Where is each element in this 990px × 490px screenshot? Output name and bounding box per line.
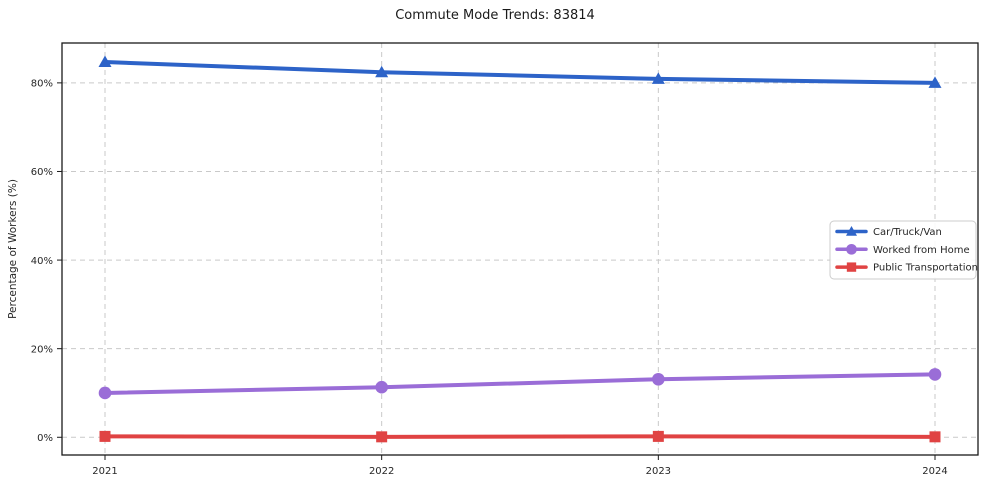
chart-title: Commute Mode Trends: 83814 bbox=[395, 8, 595, 23]
data-point-marker bbox=[98, 386, 112, 400]
data-point-marker bbox=[928, 368, 942, 381]
legend-label: Car/Truck/Van bbox=[873, 227, 942, 238]
data-point-marker bbox=[375, 65, 389, 78]
data-point-marker bbox=[376, 431, 388, 443]
data-point-marker bbox=[99, 430, 111, 442]
series-line bbox=[103, 60, 937, 85]
y-tick-label: 0% bbox=[37, 433, 53, 444]
legend-label: Public Transportation bbox=[873, 263, 978, 274]
x-tick-label: 2021 bbox=[92, 466, 117, 477]
data-point-marker bbox=[651, 72, 665, 84]
x-tick-label: 2022 bbox=[369, 466, 394, 477]
y-tick-label: 20% bbox=[31, 344, 53, 355]
data-point-marker bbox=[98, 55, 112, 68]
data-point-marker bbox=[375, 380, 388, 394]
y-tick-label: 80% bbox=[31, 79, 53, 90]
legend-marker bbox=[845, 225, 858, 236]
y-axis-label: Percentage of Workers (%) bbox=[7, 179, 19, 319]
legend-marker bbox=[846, 262, 857, 272]
legend-label: Worked from Home bbox=[873, 245, 970, 256]
legend-box bbox=[829, 220, 977, 280]
data-point-marker bbox=[652, 372, 665, 386]
legend-marker bbox=[846, 243, 857, 255]
y-tick-label: 60% bbox=[31, 167, 53, 178]
data-point-marker bbox=[929, 431, 941, 443]
y-tick-label: 40% bbox=[31, 256, 53, 267]
series-line bbox=[103, 372, 937, 395]
plot-background bbox=[62, 43, 978, 455]
data-point-marker bbox=[928, 76, 942, 88]
plot-border bbox=[61, 42, 979, 456]
x-tick-label: 2024 bbox=[922, 466, 947, 477]
x-tick-label: 2023 bbox=[646, 466, 671, 477]
data-point-marker bbox=[652, 430, 664, 442]
